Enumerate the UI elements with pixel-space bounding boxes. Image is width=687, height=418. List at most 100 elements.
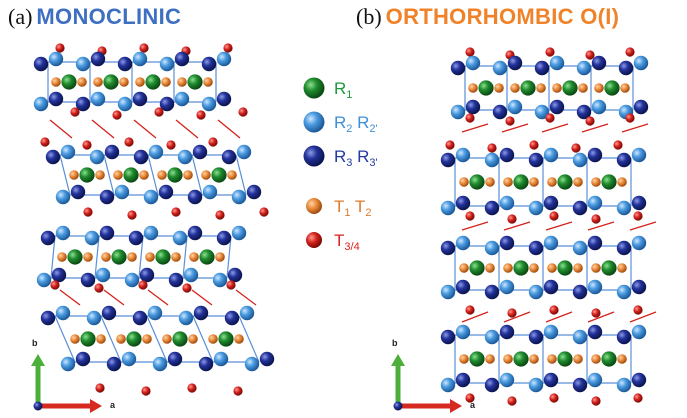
- r2-atom: [55, 225, 71, 241]
- panel-b-tag: (b): [356, 4, 382, 29]
- r3-atom: [90, 91, 106, 107]
- r2-atom: [132, 51, 148, 67]
- red-bond: [91, 119, 115, 139]
- t34-atom: [226, 280, 236, 290]
- t34-atom: [215, 210, 225, 220]
- t34-atom: [545, 113, 555, 123]
- t34-atom: [591, 396, 601, 406]
- t-atom: [552, 83, 562, 93]
- t34-atom: [465, 305, 475, 315]
- cell-edge: [192, 315, 214, 363]
- t-atom: [594, 83, 604, 93]
- t-atom: [69, 170, 79, 180]
- t34-atom: [591, 214, 601, 224]
- t34-atom: [633, 393, 643, 403]
- t34-atom: [182, 283, 192, 293]
- r3-atom: [70, 184, 86, 200]
- t-atom: [529, 263, 539, 273]
- r3-atom: [616, 240, 632, 256]
- r1-atom: [155, 249, 171, 265]
- cell-edge: [235, 154, 247, 196]
- r3-atom: [440, 152, 456, 168]
- cell-edge: [54, 315, 76, 363]
- r2-atom: [631, 324, 647, 340]
- t-atom: [113, 170, 123, 180]
- t-atom: [227, 170, 237, 180]
- r3-atom: [159, 56, 175, 72]
- r2-atom: [587, 324, 603, 340]
- t34-atom: [507, 214, 517, 224]
- r2-atom: [244, 356, 260, 372]
- r2-atom: [192, 144, 208, 160]
- t34-atom: [233, 386, 243, 396]
- t34-atom: [571, 143, 581, 153]
- panel-a-title: (a) MONOCLINIC: [8, 4, 181, 30]
- t-atom: [547, 263, 557, 273]
- t34-atom: [112, 110, 122, 120]
- r3-atom: [221, 149, 237, 165]
- t34-atom: [171, 207, 181, 217]
- r3-atom: [45, 149, 61, 165]
- r2-atom: [231, 225, 247, 241]
- cell-edge: [59, 154, 71, 196]
- r2-atom: [572, 377, 588, 393]
- t-atom: [459, 354, 469, 364]
- r2-atom: [187, 189, 203, 205]
- t34-atom: [259, 207, 269, 217]
- t34-atom: [50, 280, 60, 290]
- t-atom: [547, 177, 557, 187]
- r3-atom: [633, 99, 649, 115]
- red-bond: [133, 119, 157, 139]
- r3-atom: [86, 310, 102, 326]
- r3-atom: [224, 310, 240, 326]
- red-bond: [59, 289, 81, 306]
- t-atom: [510, 83, 520, 93]
- t-atom: [617, 354, 627, 364]
- cell-edge: [238, 315, 260, 363]
- t-atom: [93, 77, 103, 87]
- r3-atom: [543, 279, 559, 295]
- r2-atom: [455, 147, 471, 163]
- t-atom: [547, 354, 557, 364]
- t34-atom: [549, 393, 559, 403]
- t-atom: [503, 263, 513, 273]
- t34-atom: [625, 113, 635, 123]
- r1-atom: [172, 331, 188, 347]
- r1-atom: [601, 260, 617, 276]
- r3-atom: [507, 99, 523, 115]
- r2-atom: [455, 324, 471, 340]
- r2-atom: [159, 96, 175, 112]
- r3-atom: [587, 195, 603, 211]
- t34-atom: [625, 47, 635, 57]
- red-bond: [503, 311, 531, 323]
- r3-atom: [259, 351, 275, 367]
- r3-atom: [132, 91, 148, 107]
- t34-atom: [507, 396, 517, 406]
- r2-atom: [75, 96, 91, 112]
- r3-atom: [33, 56, 49, 72]
- r3-atom: [128, 230, 144, 246]
- cell-edge: [226, 235, 232, 279]
- a-axis-arrow-icon: [38, 399, 102, 413]
- r3-atom: [618, 60, 634, 76]
- t34-atom: [465, 393, 475, 403]
- r2-atom: [587, 147, 603, 163]
- r3-atom: [167, 351, 183, 367]
- green-sphere-legend-icon: [303, 77, 325, 99]
- r3-atom: [591, 99, 607, 115]
- t-atom: [468, 83, 478, 93]
- t34-atom: [545, 47, 555, 57]
- cell-edge: [103, 154, 115, 196]
- r1-atom: [513, 260, 529, 276]
- r1-atom: [199, 249, 215, 265]
- r2-atom: [576, 104, 592, 120]
- r3-atom: [492, 60, 508, 76]
- t34-atom: [187, 383, 197, 393]
- t-atom: [591, 354, 601, 364]
- r3-atom: [117, 56, 133, 72]
- red-bond: [545, 221, 573, 231]
- r3-atom: [631, 279, 647, 295]
- red-bond: [103, 289, 125, 306]
- r2-atom: [543, 147, 559, 163]
- r3-atom: [202, 184, 218, 200]
